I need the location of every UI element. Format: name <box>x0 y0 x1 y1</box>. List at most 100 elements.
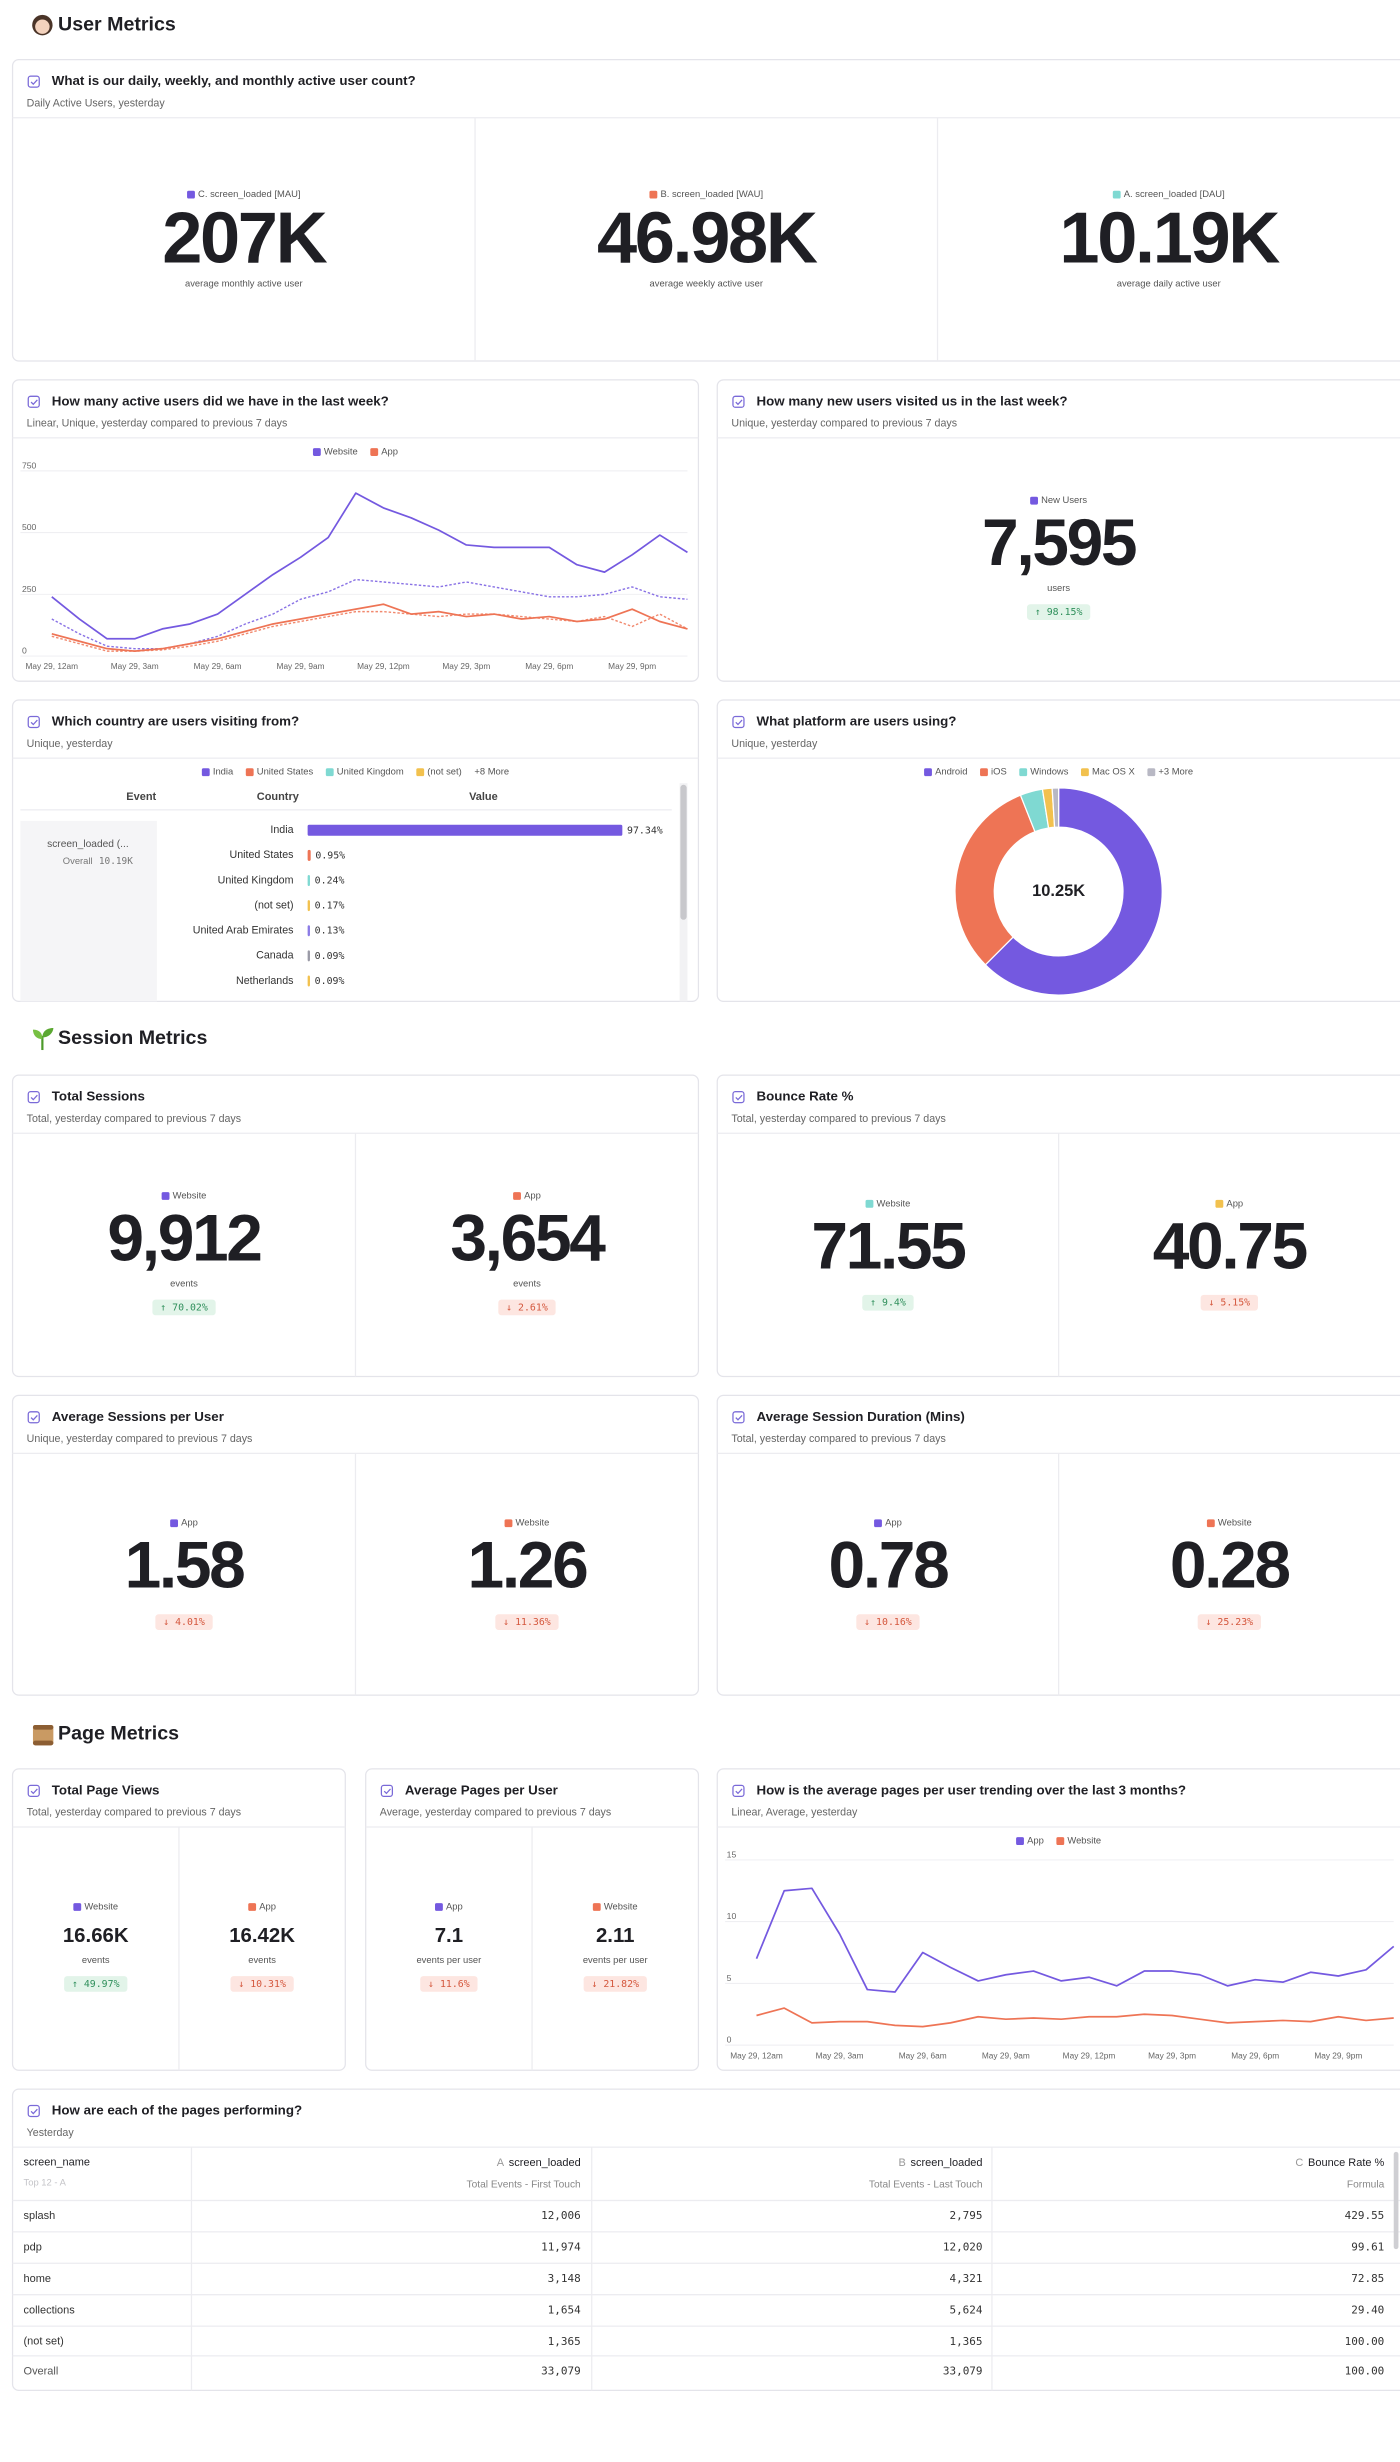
legend-swatch <box>513 1192 521 1200</box>
change-badge <box>583 1976 647 1992</box>
metric-value: 71.55 <box>811 1208 965 1282</box>
card-icon-check <box>735 1094 743 1101</box>
card <box>716 699 1400 1003</box>
table-number: 11,974 <box>541 2241 581 2254</box>
table-label: Overall <box>24 2366 59 2378</box>
card-icon <box>27 1784 40 1797</box>
y-tick-label: 750 <box>22 460 37 470</box>
category-label: Netherlands <box>236 975 293 987</box>
card-icon-check <box>735 1788 743 1795</box>
value-label: 0.95% <box>315 850 345 861</box>
metric-change: ↓ 4.01% <box>163 1617 205 1628</box>
metric-unit: events per user <box>416 1954 481 1965</box>
card-icon <box>732 715 745 729</box>
section-title: Page Metrics <box>58 1723 179 1745</box>
card-title: How are each of the pages performing? <box>52 2103 302 2118</box>
metric-value: 1.58 <box>125 1528 245 1602</box>
x-tick-label: May 29, 3pm <box>442 661 490 671</box>
card-subtitle: Unique, yesterday compared to previous 7… <box>27 1433 253 1445</box>
card-icon-check <box>30 1414 38 1421</box>
donut-segment <box>1051 787 1060 828</box>
card-icon <box>27 1090 40 1104</box>
card-icon <box>27 715 40 729</box>
metric-unit: events per user <box>583 1954 648 1965</box>
legend-label: United States <box>257 766 314 777</box>
metric-value: 2.11 <box>596 1925 635 1947</box>
y-tick-label: 15 <box>727 1849 737 1859</box>
change-badge <box>155 1614 213 1630</box>
legend-label: App <box>1226 1197 1243 1208</box>
legend-swatch <box>1016 1837 1024 1846</box>
bar <box>307 824 623 836</box>
column-name: screen_loaded <box>911 2157 983 2169</box>
x-tick-label: May 29, 9am <box>277 661 325 671</box>
card-title: Average Session Duration (Mins) <box>757 1409 965 1424</box>
card-title: Which country are users visiting from? <box>52 714 299 729</box>
change-badge <box>495 1614 559 1630</box>
table-number: 99.61 <box>1351 2241 1384 2254</box>
donut-segment <box>954 794 1036 966</box>
metric-value: 9,912 <box>107 1200 261 1274</box>
legend-swatch <box>592 1903 601 1911</box>
overall-label: Overall <box>63 855 93 866</box>
table-number: 33,079 <box>943 2365 983 2378</box>
table-label: home <box>24 2273 51 2285</box>
metric-value: 0.78 <box>829 1528 949 1602</box>
table-number: 3,148 <box>548 2272 581 2285</box>
legend-label: App <box>524 1189 541 1200</box>
card-subtitle: Yesterday <box>27 2127 75 2139</box>
legend-label: iOS <box>991 766 1007 777</box>
table-number: 1,365 <box>548 2335 581 2348</box>
legend-label: Windows <box>1030 766 1068 777</box>
section-icon <box>32 1724 54 1746</box>
card-subtitle: Total, yesterday compared to previous 7 … <box>731 1433 945 1445</box>
category-label: United Arab Emirates <box>193 925 294 937</box>
metric-change: ↓ 11.36% <box>503 1617 551 1628</box>
column-header: C Bounce Rate % <box>1295 2157 1384 2169</box>
change-badge <box>420 1976 478 1992</box>
legend-label: C. screen_loaded [MAU] <box>198 188 300 199</box>
card-icon-check <box>30 2108 38 2115</box>
legend-swatch <box>504 1519 513 1528</box>
x-tick-label: May 29, 6am <box>899 2050 947 2060</box>
legend-label: Website <box>604 1900 638 1911</box>
donut-segment <box>984 787 1163 996</box>
change-badge <box>1027 604 1091 620</box>
table-number: 33,079 <box>541 2365 581 2378</box>
metric-unit: events <box>170 1277 198 1288</box>
x-tick-label: May 29, 9pm <box>608 661 656 671</box>
legend-swatch <box>1112 190 1121 199</box>
legend-swatch <box>187 190 195 199</box>
metric-unit: events <box>82 1954 110 1965</box>
change-badge <box>1200 1294 1258 1311</box>
x-tick-label: May 29, 12pm <box>1063 2050 1116 2060</box>
column-header: Country <box>257 791 300 803</box>
legend-swatch <box>1030 496 1038 505</box>
x-tick-label: May 29, 3pm <box>1148 2050 1196 2060</box>
legend-swatch <box>248 1903 257 1911</box>
card-title: How is the average pages per user trendi… <box>757 1782 1187 1797</box>
legend-swatch <box>312 448 321 456</box>
metric-unit: average weekly active user <box>650 278 763 289</box>
y-tick-label: 250 <box>22 584 37 594</box>
section-icon <box>32 1028 54 1051</box>
x-tick-label: May 29, 12pm <box>357 661 410 671</box>
legend-swatch <box>1019 768 1028 777</box>
card-subtitle: Daily Active Users, yesterday <box>27 97 166 109</box>
metric-change: ↑ 9.4% <box>870 1298 906 1309</box>
card-subtitle: Total, yesterday compared to previous 7 … <box>731 1113 945 1125</box>
x-tick-label: May 29, 3am <box>111 661 159 671</box>
legend-label: App <box>259 1900 276 1911</box>
card-icon <box>27 395 40 408</box>
card-icon <box>380 1784 394 1797</box>
legend-swatch <box>1206 1519 1215 1528</box>
card-icon <box>27 75 40 88</box>
card-icon-check <box>735 1414 743 1421</box>
column-name: screen_loaded <box>509 2157 581 2169</box>
card-subtitle: Linear, Average, yesterday <box>731 1807 858 1819</box>
change-badge <box>1197 1614 1261 1630</box>
card-icon <box>732 395 745 408</box>
value-label: 0.24% <box>315 876 345 887</box>
